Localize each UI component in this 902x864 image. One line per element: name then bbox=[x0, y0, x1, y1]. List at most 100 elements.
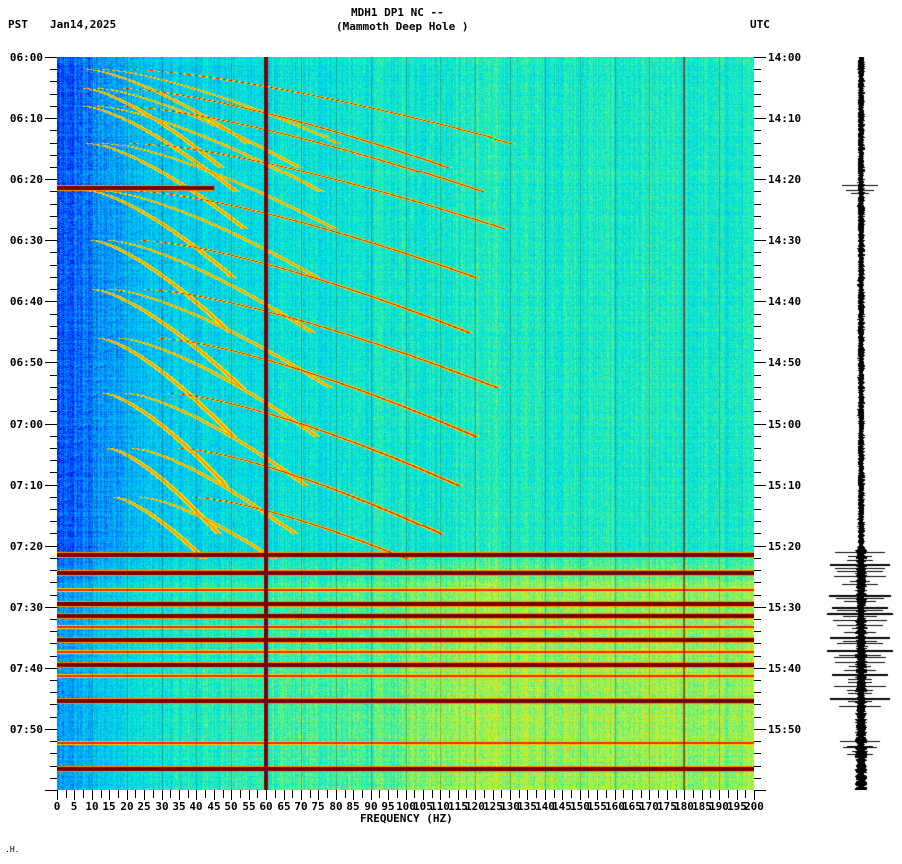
frequency-tick bbox=[318, 790, 319, 800]
frequency-label: 55 bbox=[242, 800, 256, 813]
axis-tick-minor bbox=[50, 704, 57, 705]
frequency-tick bbox=[510, 790, 511, 800]
axis-tick-minor bbox=[754, 778, 761, 779]
axis-tick-minor bbox=[50, 69, 57, 70]
frequency-tick-minor bbox=[223, 790, 224, 798]
axis-tick-minor bbox=[754, 766, 761, 767]
frequency-tick-minor bbox=[728, 790, 729, 798]
axis-tick-minor bbox=[50, 497, 57, 498]
frequency-tick-minor bbox=[275, 790, 276, 798]
axis-time-label: 15:40 bbox=[768, 662, 802, 675]
axis-tick-major bbox=[45, 57, 57, 58]
axis-tick-minor bbox=[754, 375, 761, 376]
frequency-tick bbox=[249, 790, 250, 800]
axis-tick-major bbox=[754, 790, 766, 791]
axis-tick-minor bbox=[50, 143, 57, 144]
frequency-tick-minor bbox=[658, 790, 659, 798]
axis-time-label: 07:10 bbox=[9, 479, 43, 492]
axis-tick-minor bbox=[754, 143, 761, 144]
axis-tick-major bbox=[754, 179, 766, 180]
frequency-tick-minor bbox=[379, 790, 380, 798]
frequency-label: 130 bbox=[500, 800, 520, 813]
frequency-tick-minor bbox=[240, 790, 241, 798]
axis-tick-major bbox=[45, 424, 57, 425]
frequency-tick bbox=[440, 790, 441, 800]
axis-time-label: 14:10 bbox=[768, 112, 802, 125]
axis-time-label: 06:20 bbox=[9, 173, 43, 186]
axis-tick-major bbox=[45, 301, 57, 302]
axis-time-label: 15:50 bbox=[768, 723, 802, 736]
frequency-tick bbox=[92, 790, 93, 800]
frequency-tick-minor bbox=[536, 790, 537, 798]
frequency-tick bbox=[597, 790, 598, 800]
frequency-tick-minor bbox=[414, 790, 415, 798]
axis-tick-minor bbox=[754, 753, 761, 754]
frequency-label: 0 bbox=[53, 800, 61, 813]
axis-tick-minor bbox=[754, 106, 761, 107]
frequency-label: 100 bbox=[396, 800, 416, 813]
frequency-label: 195 bbox=[727, 800, 747, 813]
frequency-tick bbox=[475, 790, 476, 800]
frequency-label: 60 bbox=[259, 800, 273, 813]
axis-tick-minor bbox=[754, 533, 761, 534]
axis-tick-minor bbox=[754, 411, 761, 412]
axis-tick-minor bbox=[754, 204, 761, 205]
axis-tick-minor bbox=[50, 619, 57, 620]
axis-tick-minor bbox=[50, 631, 57, 632]
frequency-tick bbox=[406, 790, 407, 800]
axis-tick-minor bbox=[754, 387, 761, 388]
axis-tick-major bbox=[754, 485, 766, 486]
frequency-label: 135 bbox=[517, 800, 537, 813]
frequency-tick-minor bbox=[135, 790, 136, 798]
axis-tick-major bbox=[754, 57, 766, 58]
axis-tick-major bbox=[45, 607, 57, 608]
axis-time-label: 06:10 bbox=[9, 112, 43, 125]
axis-tick-minor bbox=[50, 81, 57, 82]
frequency-tick bbox=[214, 790, 215, 800]
axis-tick-minor bbox=[50, 558, 57, 559]
axis-time-label: 15:00 bbox=[768, 418, 802, 431]
frequency-tick-minor bbox=[170, 790, 171, 798]
axis-tick-major bbox=[754, 362, 766, 363]
frequency-tick-minor bbox=[449, 790, 450, 798]
frequency-tick bbox=[57, 790, 58, 800]
axis-time-label: 14:20 bbox=[768, 173, 802, 186]
axis-tick-minor bbox=[754, 460, 761, 461]
axis-tick-major bbox=[45, 668, 57, 669]
frequency-tick bbox=[144, 790, 145, 800]
seismogram-trace-canvas bbox=[820, 57, 902, 790]
frequency-label: 190 bbox=[709, 800, 729, 813]
frequency-tick bbox=[423, 790, 424, 800]
axis-tick-minor bbox=[50, 130, 57, 131]
frequency-tick bbox=[127, 790, 128, 800]
axis-tick-minor bbox=[754, 252, 761, 253]
axis-tick-major bbox=[754, 668, 766, 669]
axis-tick-major bbox=[754, 118, 766, 119]
frequency-tick bbox=[196, 790, 197, 800]
frequency-tick-minor bbox=[66, 790, 67, 798]
frequency-tick-minor bbox=[432, 790, 433, 798]
axis-time-label: 14:30 bbox=[768, 234, 802, 247]
axis-tick-major bbox=[45, 790, 57, 791]
frequency-tick-minor bbox=[345, 790, 346, 798]
axis-tick-minor bbox=[50, 350, 57, 351]
axis-tick-minor bbox=[50, 338, 57, 339]
axis-tick-minor bbox=[50, 375, 57, 376]
axis-tick-minor bbox=[754, 94, 761, 95]
axis-tick-minor bbox=[754, 326, 761, 327]
frequency-label: 50 bbox=[224, 800, 238, 813]
axis-tick-minor bbox=[754, 314, 761, 315]
axis-tick-minor bbox=[754, 656, 761, 657]
axis-tick-minor bbox=[50, 472, 57, 473]
frequency-label: 155 bbox=[587, 800, 607, 813]
axis-tick-minor bbox=[50, 252, 57, 253]
frequency-tick bbox=[649, 790, 650, 800]
axis-tick-minor bbox=[754, 155, 761, 156]
axis-tick-minor bbox=[50, 326, 57, 327]
frequency-tick-minor bbox=[101, 790, 102, 798]
axis-time-label: 15:30 bbox=[768, 601, 802, 614]
axis-tick-minor bbox=[50, 582, 57, 583]
axis-time-label: 14:40 bbox=[768, 295, 802, 308]
axis-tick-minor bbox=[754, 69, 761, 70]
frequency-tick-minor bbox=[676, 790, 677, 798]
